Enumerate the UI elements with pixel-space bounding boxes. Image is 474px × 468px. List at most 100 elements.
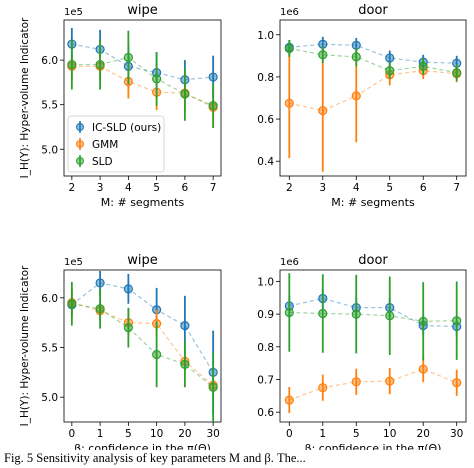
data-point [180, 89, 190, 99]
data-point [385, 53, 395, 63]
x-tick-label: 4 [125, 182, 132, 194]
x-tick-label: 20 [178, 428, 191, 440]
axis-scale-label: 1e5 [64, 7, 83, 18]
data-point [351, 309, 361, 319]
series-gmm [284, 355, 462, 414]
series-ic-sld-ours- [284, 288, 462, 337]
y-tick-label: 5.5 [41, 342, 58, 354]
x-tick-label: 0 [69, 428, 76, 440]
data-point [452, 316, 462, 326]
data-point [180, 321, 190, 331]
legend-label: GMM [92, 139, 118, 151]
series-line [71, 43, 214, 81]
series-sld [284, 40, 462, 82]
subplot-4: door 1e6 0 1 5 10 20 30 0.6 0.7 0.8 0.9 1.0 β: confid… [257, 253, 467, 450]
x-tick-label: 5 [386, 182, 393, 194]
y-tick-label: 0.9 [257, 309, 274, 321]
series-line [289, 311, 457, 322]
data-point [351, 91, 361, 101]
x-tick-label: 7 [210, 182, 217, 194]
data-point [318, 383, 328, 393]
series-gmm [284, 48, 462, 172]
data-point [284, 395, 294, 405]
data-point [284, 43, 294, 54]
data-point [351, 377, 361, 387]
x-axis-label: M: # segments [331, 196, 415, 209]
data-point [95, 278, 105, 288]
data-point [318, 106, 328, 116]
x-axis-label: β: confidence in the π(Θ) [74, 442, 211, 450]
data-point [452, 378, 462, 388]
data-point [208, 382, 218, 392]
axis-scale-label: 1e6 [280, 257, 299, 268]
subplot-title: door [358, 3, 388, 18]
series-sld [67, 30, 218, 128]
data-point [152, 349, 162, 360]
x-tick-label: 6 [182, 182, 189, 194]
x-tick-label: 20 [417, 428, 430, 440]
axes-frame [63, 269, 222, 423]
series-line [71, 282, 214, 373]
data-point [318, 308, 328, 319]
y-tick-label: 0.7 [257, 375, 274, 387]
x-tick-label: 5 [153, 182, 160, 194]
subplot-2: door 1e6 2 3 4 5 6 7 0.4 0.6 0.8 1.0 M: # segments [257, 3, 467, 209]
series-line [289, 368, 457, 401]
x-axis-label: β: confidence in the π(Θ) [305, 442, 442, 450]
axes-frame [279, 269, 467, 423]
data-point [418, 61, 428, 71]
x-tick-label: 5 [125, 428, 132, 440]
series-line [289, 43, 457, 64]
data-point [385, 311, 395, 321]
data-point [95, 304, 105, 314]
data-point [152, 74, 162, 84]
x-tick-label: 7 [453, 182, 460, 194]
data-point [452, 68, 462, 78]
y-tick-label: 0.8 [257, 72, 274, 84]
y-tick-label: 6.0 [41, 55, 58, 67]
x-axis-label: M: # segments [101, 196, 185, 209]
data-point [418, 364, 428, 374]
data-point [123, 284, 133, 294]
y-tick-label: 0.6 [257, 407, 274, 419]
data-point [95, 59, 105, 70]
y-tick-label: 1.0 [257, 276, 274, 288]
data-point [180, 359, 190, 369]
data-point [284, 98, 294, 108]
data-point [284, 307, 294, 318]
data-point [318, 50, 328, 60]
y-tick-label: 5.0 [41, 392, 58, 404]
series-line [289, 47, 457, 74]
series-ic-sld-ours- [67, 270, 218, 415]
legend-marker [76, 157, 84, 165]
subplot-title: wipe [127, 253, 158, 268]
subplot-title: wipe [127, 3, 158, 18]
axes-frame [63, 19, 222, 177]
data-point [208, 100, 218, 111]
x-tick-label: 2 [69, 182, 76, 194]
x-tick-label: 1 [97, 428, 104, 440]
x-tick-label: 4 [353, 182, 360, 194]
y-tick-label: 1.0 [257, 30, 274, 42]
series-ic-sld-ours- [67, 28, 218, 100]
data-point [208, 72, 218, 82]
series-line [71, 302, 214, 386]
legend-label: IC-SLD (ours) [92, 122, 161, 134]
axes-frame [279, 19, 467, 177]
series-line [71, 65, 214, 108]
x-tick-label: 3 [97, 182, 104, 194]
series-line [289, 297, 457, 328]
data-point [418, 316, 428, 326]
y-tick-label: 5.0 [41, 144, 58, 156]
x-tick-label: 5 [353, 428, 360, 440]
y-tick-label: 6.0 [41, 293, 58, 305]
subplot-3: wipe 1e5 0 1 5 10 20 30 5.0 5.5 6.0 β: confidence i… [19, 253, 222, 450]
y-axis-label: I_H(Y): Hyper-volume Indicator [19, 265, 31, 426]
data-point [123, 52, 133, 63]
figure-caption: Fig. 5 Sensitivity analysis of key param… [4, 451, 306, 465]
x-tick-label: 10 [383, 428, 396, 440]
subplot-title: door [358, 253, 388, 268]
y-tick-label: 0.8 [257, 342, 274, 354]
series-line [289, 69, 457, 112]
series-ic-sld-ours- [284, 36, 462, 71]
